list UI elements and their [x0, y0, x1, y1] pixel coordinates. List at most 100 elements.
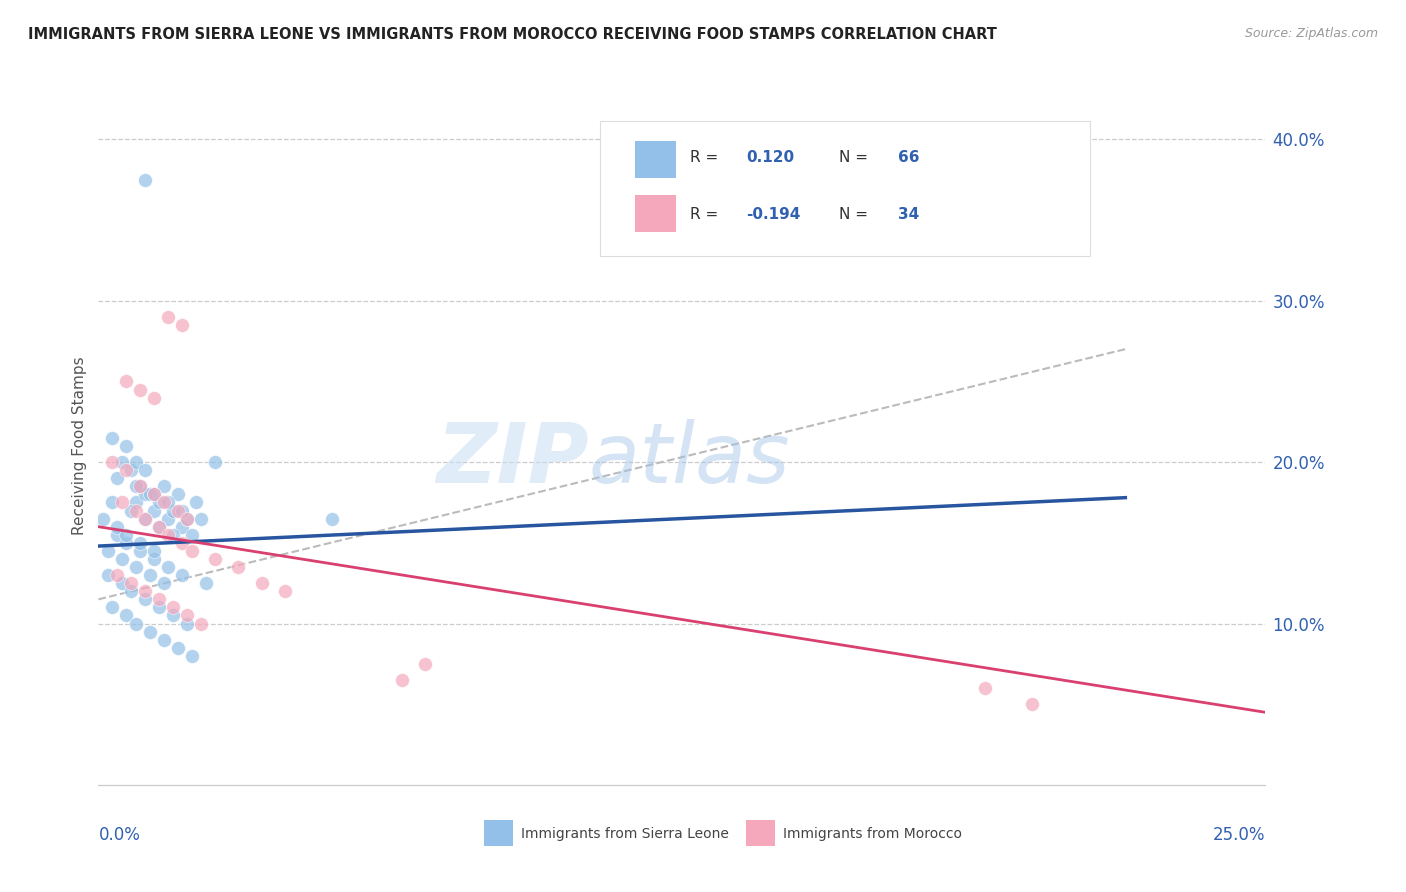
Point	[176, 511, 198, 525]
Point	[166, 640, 188, 655]
Point	[166, 487, 188, 501]
Text: 66: 66	[898, 151, 920, 165]
Text: 0.120: 0.120	[747, 151, 794, 165]
Point	[139, 624, 162, 639]
Point	[162, 503, 184, 517]
Point	[143, 544, 166, 558]
Point	[162, 600, 184, 615]
Point	[152, 632, 174, 647]
Point	[125, 560, 148, 574]
Point	[143, 552, 166, 566]
Point	[228, 560, 250, 574]
Text: R =: R =	[690, 207, 723, 221]
Point	[129, 544, 152, 558]
Point	[974, 681, 997, 695]
Point	[148, 495, 170, 509]
Point	[143, 391, 166, 405]
Point	[91, 511, 114, 525]
Point	[1021, 698, 1043, 712]
Point	[180, 544, 202, 558]
Point	[157, 310, 180, 324]
Point	[180, 648, 202, 663]
Point	[134, 463, 156, 477]
Point	[186, 495, 208, 509]
Point	[274, 584, 297, 599]
Point	[105, 471, 128, 485]
Text: atlas: atlas	[589, 419, 790, 500]
FancyBboxPatch shape	[600, 120, 1091, 256]
Text: N =: N =	[839, 151, 873, 165]
Point	[115, 536, 138, 550]
Point	[129, 383, 152, 397]
Point	[321, 511, 343, 525]
Point	[97, 568, 120, 582]
Point	[125, 503, 148, 517]
Point	[101, 495, 124, 509]
Point	[172, 568, 194, 582]
Point	[250, 576, 273, 591]
Point	[129, 479, 152, 493]
Point	[105, 519, 128, 533]
Point	[157, 495, 180, 509]
Point	[115, 439, 138, 453]
Point	[148, 592, 170, 607]
Point	[139, 568, 162, 582]
Point	[204, 552, 226, 566]
Bar	[636, 141, 676, 178]
Point	[111, 576, 134, 591]
Point	[172, 503, 194, 517]
Bar	[747, 821, 775, 846]
Point	[157, 528, 180, 542]
Point	[162, 528, 184, 542]
Point	[176, 511, 198, 525]
Point	[125, 616, 148, 631]
Point	[97, 544, 120, 558]
Text: N =: N =	[839, 207, 873, 221]
Point	[180, 528, 202, 542]
Text: 0.0%: 0.0%	[98, 826, 141, 844]
Point	[134, 584, 156, 599]
Point	[172, 536, 194, 550]
Point	[190, 616, 212, 631]
Point	[105, 568, 128, 582]
Point	[139, 487, 162, 501]
Point	[157, 560, 180, 574]
Point	[134, 511, 156, 525]
Point	[125, 495, 148, 509]
Point	[152, 495, 174, 509]
Point	[157, 511, 180, 525]
Point	[101, 431, 124, 445]
Bar	[636, 195, 676, 233]
Point	[172, 519, 194, 533]
Point	[204, 455, 226, 469]
Point	[101, 600, 124, 615]
Point	[176, 608, 198, 623]
Point	[129, 536, 152, 550]
Text: ZIP: ZIP	[436, 419, 589, 500]
Point	[115, 463, 138, 477]
Text: R =: R =	[690, 151, 723, 165]
Point	[413, 657, 436, 671]
Point	[148, 600, 170, 615]
Point	[120, 463, 142, 477]
Point	[125, 455, 148, 469]
Point	[134, 592, 156, 607]
Point	[162, 608, 184, 623]
Point	[120, 503, 142, 517]
Y-axis label: Receiving Food Stamps: Receiving Food Stamps	[72, 357, 87, 535]
Point	[148, 519, 170, 533]
Text: Immigrants from Morocco: Immigrants from Morocco	[783, 827, 963, 841]
Point	[143, 503, 166, 517]
Point	[115, 375, 138, 389]
Point	[120, 576, 142, 591]
Point	[148, 519, 170, 533]
Text: -0.194: -0.194	[747, 207, 800, 221]
Point	[101, 455, 124, 469]
Text: IMMIGRANTS FROM SIERRA LEONE VS IMMIGRANTS FROM MOROCCO RECEIVING FOOD STAMPS CO: IMMIGRANTS FROM SIERRA LEONE VS IMMIGRAN…	[28, 27, 997, 42]
Point	[176, 616, 198, 631]
Point	[190, 511, 212, 525]
Point	[129, 479, 152, 493]
Point	[111, 552, 134, 566]
Point	[391, 673, 413, 687]
Point	[194, 576, 217, 591]
